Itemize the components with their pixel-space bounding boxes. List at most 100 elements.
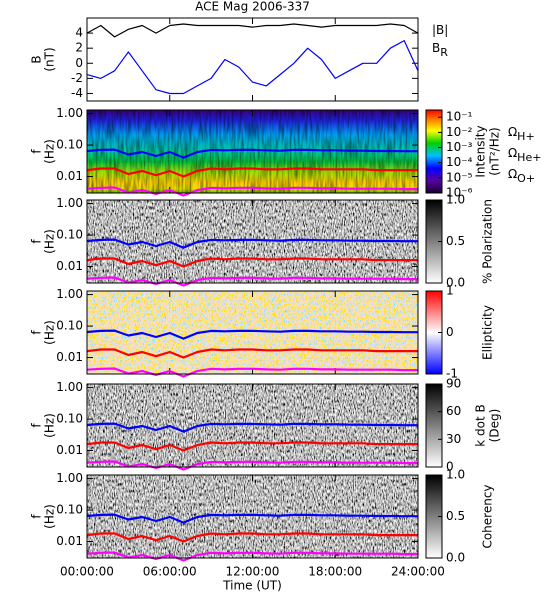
legend-label: |B| — [432, 23, 448, 37]
series-line — [86, 276, 418, 287]
colorbar-tick-label: 10⁻⁵ — [446, 170, 473, 184]
y-axis-label: f — [30, 423, 44, 428]
series-line — [86, 40, 419, 95]
colorbar-label: (nT²/Hz) — [488, 127, 502, 175]
legend-label: ΩHe+ — [508, 146, 541, 165]
colorbar-tick-label: 10⁻¹ — [446, 110, 473, 124]
y-axis-label: (nT) — [43, 47, 57, 71]
y-tick-label: 0.01 — [56, 350, 83, 364]
colorbar-tick-label: 0.5 — [446, 234, 465, 248]
colorbar-tick-label: 10⁻⁴ — [446, 155, 473, 169]
series-line — [86, 367, 418, 378]
series-line — [86, 513, 418, 524]
y-tick-label: 1.00 — [56, 196, 83, 210]
y-tick-label: 1.00 — [56, 471, 83, 485]
plot-frame — [86, 474, 419, 559]
series-line — [86, 551, 418, 562]
colorbar-label: Coherency — [481, 484, 495, 548]
legend-name: Ω — [508, 167, 517, 181]
y-axis-label: f — [30, 149, 44, 154]
series-line — [86, 257, 418, 268]
legend-name: Ω — [508, 125, 517, 139]
plot-frame — [86, 17, 419, 102]
legend-label: ΩH+ — [508, 125, 535, 144]
y-tick-label: 0.01 — [56, 443, 83, 457]
y-tick-label: -2 — [71, 71, 83, 85]
colorbar — [425, 383, 443, 468]
plot-frame — [86, 109, 419, 194]
legend-subscript: O+ — [517, 172, 535, 185]
y-axis-label: (Hz) — [43, 504, 57, 529]
series-line — [86, 148, 418, 159]
y-tick-label: 0.10 — [56, 503, 83, 517]
series-line — [86, 238, 418, 249]
plot-frame — [86, 199, 419, 284]
x-tick-label: 18:00:00 — [308, 565, 362, 579]
y-tick-label: 0.01 — [56, 534, 83, 548]
colorbar-label: k dot B — [474, 404, 488, 446]
y-tick-label: 0.10 — [56, 412, 83, 426]
colorbar-tick-label: 0.5 — [446, 509, 465, 523]
y-axis-label: (Hz) — [43, 320, 57, 345]
colorbar-tick-label: 0 — [446, 325, 454, 339]
colorbar-label: % Polarization — [481, 199, 495, 284]
colorbar — [425, 109, 443, 194]
y-axis-label: f — [30, 330, 44, 335]
series-line — [86, 460, 418, 471]
x-tick-label: 24:00:00 — [391, 565, 445, 579]
y-axis-label: f — [30, 239, 44, 244]
y-tick-label: 4 — [75, 26, 83, 40]
y-tick-label: 1.00 — [56, 380, 83, 394]
x-tick-label: 00:00:00 — [60, 565, 114, 579]
y-axis-label: f — [30, 514, 44, 519]
colorbar-label: (Deg) — [488, 409, 502, 443]
colorbar-tick-label: 0.0 — [446, 551, 465, 565]
y-tick-label: 0.10 — [56, 319, 83, 333]
colorbar-tick-label: 30 — [446, 432, 461, 446]
y-axis-label: (Hz) — [43, 413, 57, 438]
y-tick-label: 0.10 — [56, 138, 83, 152]
colorbar-tick-label: 0 — [446, 460, 454, 474]
series-line — [86, 441, 418, 452]
y-axis-label: B — [30, 55, 44, 63]
series-line — [86, 532, 418, 543]
colorbar-tick-label: -1 — [446, 367, 458, 381]
series-line — [86, 167, 418, 178]
series-line — [86, 348, 418, 359]
plot-frame — [86, 383, 419, 468]
y-tick-label: 0.01 — [56, 259, 83, 273]
colorbar-tick-label: 10⁻² — [446, 125, 473, 139]
colorbar-label: Ellipticity — [481, 305, 495, 360]
series-line — [86, 23, 419, 38]
legend-subscript: H+ — [517, 130, 535, 143]
colorbar-label: Intensity — [474, 125, 488, 177]
x-tick-label: 06:00:00 — [143, 565, 197, 579]
y-tick-label: 2 — [75, 41, 83, 55]
colorbar-tick-label: 60 — [446, 404, 461, 418]
colorbar-tick-label: 90 — [446, 377, 461, 391]
plot-frame — [86, 290, 419, 375]
legend-name: Ω — [508, 146, 517, 160]
y-tick-label: 1.00 — [56, 287, 83, 301]
series-line — [86, 186, 418, 197]
y-tick-label: 0.10 — [56, 228, 83, 242]
legend-label: BR — [432, 41, 448, 60]
chart-title: ACE Mag 2006-337 — [195, 0, 310, 14]
x-tick-label: 12:00:00 — [226, 565, 280, 579]
colorbar-tick-label: 1 — [446, 284, 454, 298]
legend-label: ΩO+ — [508, 167, 535, 186]
colorbar-tick-label: 10⁻⁶ — [446, 186, 473, 200]
y-tick-label: 0.01 — [56, 169, 83, 183]
y-tick-label: 0 — [75, 56, 83, 70]
y-axis-label: (Hz) — [43, 139, 57, 164]
y-tick-label: -4 — [71, 86, 83, 100]
series-line — [86, 329, 418, 340]
y-axis-label: (Hz) — [43, 229, 57, 254]
colorbar-tick-label: 0.0 — [446, 276, 465, 290]
colorbar-tick-label: 1.0 — [446, 193, 465, 207]
x-axis-label: Time (UT) — [222, 579, 282, 593]
legend-name: B — [432, 41, 440, 55]
series-line — [86, 422, 418, 433]
